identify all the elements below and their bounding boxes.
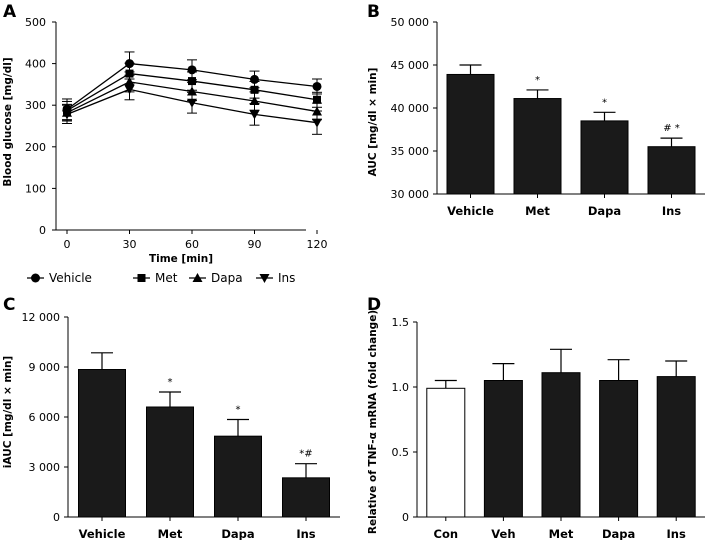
series-ins (62, 78, 322, 135)
bar-dapa (214, 435, 262, 518)
data-point (187, 86, 197, 96)
c-y-tick-label: 6 000 (29, 411, 61, 424)
a-y-axis-title: Blood glucose [mg/dl] (2, 57, 14, 186)
significance-label: *# (299, 449, 312, 460)
legend-item-dapa: Dapa (189, 271, 243, 285)
a-x-tick-label: 120 (307, 238, 328, 251)
legend-label-ins: Ins (278, 271, 295, 285)
c-y-axis-title: iAUC [mg/dl × min] (2, 356, 14, 468)
panel-label-c: C (3, 295, 15, 315)
b-y-tick-label: 40 000 (391, 102, 430, 115)
c-y-tick-label: 3 000 (29, 461, 61, 474)
data-point (250, 85, 259, 94)
c-category-label: Dapa (221, 527, 254, 540)
panel-label-b: B (367, 2, 380, 22)
legend-label-dapa: Dapa (211, 271, 243, 285)
significance-label: * (535, 75, 540, 86)
data-point (312, 118, 322, 128)
legend-label-vehicle: Vehicle (49, 271, 92, 285)
significance-label: * (236, 405, 241, 416)
a-y-tick-label: 200 (25, 141, 46, 154)
d-category-label: Ins (667, 527, 686, 540)
data-point (313, 95, 321, 104)
triangle-up-marker-icon (192, 273, 203, 282)
data-point (188, 77, 196, 86)
d-y-tick-label: 1.0 (392, 381, 410, 394)
circle-marker-icon (31, 273, 40, 283)
a-y-tick-label: 400 (25, 58, 46, 71)
d-y-tick-label: 1.5 (392, 316, 410, 329)
b-y-tick-label: 30 000 (391, 188, 430, 201)
a-x-axis-title: Time [min] (149, 253, 213, 265)
chart-b: 30 000 35 000 40 000 45 000 50 000 Vehicle Met… (391, 16, 705, 218)
b-category-label: Vehicle (447, 204, 494, 218)
d-category-label: Con (434, 527, 459, 540)
bar-vehicle (446, 73, 495, 195)
b-y-axis-title: AUC [mg/dl × min] (367, 68, 379, 177)
c-y-tick-label: 12 000 (22, 311, 61, 324)
a-y-tick-label: 500 (25, 16, 46, 29)
d-y-axis-title: Relative of TNF-α mRNA (fold change) (367, 310, 379, 534)
bar-ins (647, 146, 696, 195)
triangle-down-marker-icon (259, 274, 270, 283)
bar-veh (483, 380, 523, 518)
b-y-tick-label: 35 000 (391, 145, 430, 158)
c-category-label: Ins (296, 527, 315, 540)
bar-dapa (580, 120, 629, 195)
legend-item-met: Met (133, 271, 178, 285)
chart-d: 0 0.5 1.0 1.5 Con Veh Met Dapa Ins (392, 316, 705, 540)
a-y-tick-label: 0 (39, 224, 46, 237)
c-y-tick-label: 9 000 (29, 361, 61, 374)
bar-vehicle (78, 369, 126, 518)
chart-c: 0 3 000 6 000 9 000 12 000 Vehicle Met * Dapa * In… (22, 311, 340, 540)
square-marker-icon (137, 274, 146, 282)
c-y-tick-label: 0 (53, 511, 60, 524)
c-category-label: Vehicle (79, 527, 126, 540)
panel-label-a: A (3, 2, 17, 22)
bar-con (426, 387, 466, 518)
data-point (187, 98, 197, 108)
significance-label: * (602, 97, 607, 108)
data-point (312, 81, 322, 91)
b-y-tick-label: 45 000 (391, 59, 430, 72)
a-x-tick-label: 30 (123, 238, 137, 251)
bar-met (541, 372, 581, 518)
b-y-tick-label: 50 000 (391, 16, 430, 29)
bar-dapa (599, 380, 639, 518)
b-category-label: Ins (662, 204, 681, 218)
a-x-tick-label: 0 (64, 238, 71, 251)
bar-ins (282, 477, 330, 518)
d-y-tick-label: 0.5 (392, 446, 410, 459)
a-y-tick-label: 300 (25, 99, 46, 112)
b-category-label: Dapa (588, 204, 621, 218)
chart-a: 0 100 200 300 400 500 0 30 60 90 120 (25, 16, 328, 251)
legend: Vehicle Met Dapa Ins (27, 271, 295, 285)
legend-item-vehicle: Vehicle (27, 271, 92, 285)
data-point (249, 110, 260, 120)
significance-label: # * (663, 123, 680, 134)
data-point (124, 85, 135, 95)
significance-label: * (168, 377, 173, 388)
d-category-label: Veh (491, 527, 515, 540)
panel-label-d: D (367, 295, 381, 315)
d-category-label: Met (549, 527, 574, 540)
data-point (62, 110, 72, 120)
d-y-tick-label: 0 (402, 511, 409, 524)
d-category-label: Dapa (602, 527, 635, 540)
legend-label-met: Met (155, 271, 178, 285)
bar-ins (656, 376, 696, 518)
c-category-label: Met (158, 527, 183, 540)
a-x-tick-label: 60 (185, 238, 199, 251)
a-y-tick-label: 100 (25, 182, 46, 195)
bar-met (146, 406, 194, 518)
a-x-tick-label: 90 (248, 238, 262, 251)
b-category-label: Met (525, 204, 550, 218)
data-point (249, 96, 260, 106)
bar-met (513, 98, 562, 195)
legend-item-ins: Ins (256, 271, 295, 285)
